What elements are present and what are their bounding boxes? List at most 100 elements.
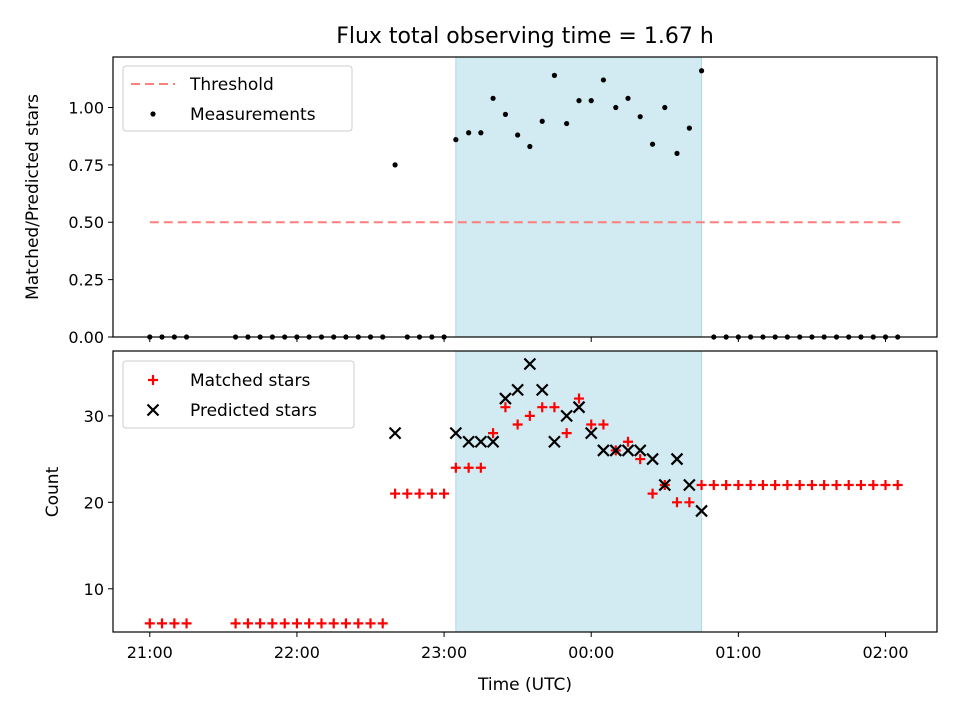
- top-plot-frame: [112, 56, 938, 338]
- measurement-point: [600, 77, 607, 83]
- top-y-tick-label: 0.75: [68, 156, 104, 175]
- matched-star-point: [390, 488, 401, 499]
- legend-predicted-swatch: [146, 403, 160, 417]
- bottom-y-tick-label: 20: [84, 493, 104, 512]
- predicted-star-point: [535, 383, 549, 397]
- matched-star-point: [524, 410, 535, 421]
- predicted-star-point: [597, 444, 610, 457]
- x-tick-label: 23:00: [421, 643, 467, 662]
- matched-star-point: [377, 618, 388, 629]
- matched-star-point: [439, 488, 450, 499]
- matched-star-point: [843, 480, 854, 491]
- legend-measurements-label: Measurements: [190, 105, 316, 125]
- predicted-star-point: [511, 383, 524, 397]
- measurement-point: [478, 130, 484, 136]
- matched-star-point: [831, 480, 842, 491]
- matched-star-point: [623, 436, 633, 447]
- matched-star-point: [353, 618, 364, 629]
- predicted-star-point: [584, 426, 598, 440]
- measurement-point: [392, 162, 398, 168]
- bottom-panel: 10 20 30 21:00 22:00 23:00 00:00 01:00 02:00 Matc…: [84, 350, 938, 662]
- top-y-tick-label: 0.00: [68, 328, 104, 347]
- measurement-point: [453, 137, 459, 143]
- predicted-star-point: [560, 409, 573, 423]
- matched-star-point: [684, 497, 695, 508]
- matched-star-point: [880, 480, 891, 491]
- legend-measurements-swatch: [150, 111, 156, 117]
- measurement-point: [490, 95, 496, 101]
- top-legend: Threshold Measurements: [122, 65, 353, 132]
- x-tick-label: 01:00: [715, 643, 761, 662]
- matched-star-point: [537, 402, 548, 413]
- predicted-star-point: [683, 478, 696, 492]
- x-tick-label: 22:00: [274, 643, 320, 662]
- measurement-point: [527, 143, 533, 150]
- top-legend-box: [122, 65, 353, 132]
- x-tick-label: 00:00: [568, 643, 614, 662]
- matched-star-point: [279, 618, 290, 629]
- measurement-point: [551, 72, 558, 78]
- matched-star-point: [635, 454, 646, 465]
- predicted-star-point: [658, 478, 672, 492]
- matched-star-point: [647, 488, 658, 499]
- predicted-star-point: [462, 435, 475, 449]
- measurement-point: [564, 120, 570, 127]
- matched-star-point: [868, 480, 879, 491]
- matched-star-point: [794, 480, 805, 491]
- matched-star-point: [426, 488, 437, 499]
- matched-star-point: [267, 618, 278, 629]
- matched-star-point: [255, 618, 266, 629]
- x-tick-label: 21:00: [127, 643, 173, 662]
- matched-star-point: [500, 402, 511, 413]
- matched-star-point: [671, 497, 682, 508]
- matched-star-point: [488, 428, 499, 439]
- predicted-star-point: [523, 357, 537, 371]
- matched-star-point: [169, 618, 180, 629]
- measurement-point: [539, 118, 545, 124]
- measurement-point: [588, 98, 594, 104]
- measurement-point: [662, 104, 668, 111]
- matched-star-point: [819, 480, 830, 491]
- matched-star-point: [156, 618, 167, 629]
- measurement-point: [674, 150, 680, 156]
- matched-star-point: [561, 428, 572, 439]
- matched-star-point: [855, 480, 866, 491]
- matched-star-point: [230, 618, 241, 629]
- top-shaded-span: [455, 56, 703, 338]
- legend-predicted-label: Predicted stars: [190, 401, 317, 421]
- matched-star-point: [291, 618, 302, 629]
- matched-star-point: [586, 419, 597, 430]
- matched-star-point: [598, 419, 609, 430]
- measurement-point: [625, 95, 631, 101]
- legend-matched-label: Matched stars: [190, 371, 310, 391]
- top-y-axis-label: Matched/Predicted stars: [23, 94, 43, 300]
- measurement-point: [466, 130, 472, 136]
- x-axis-label: Time (UTC): [477, 675, 572, 695]
- matched-star-point: [402, 488, 413, 499]
- predicted-star-point: [548, 435, 561, 449]
- matched-star-point: [328, 618, 339, 629]
- top-y-tick-label: 0.50: [68, 213, 104, 232]
- matched-star-point: [144, 618, 155, 629]
- matched-star-point: [757, 480, 768, 491]
- matched-star-point: [574, 393, 585, 404]
- matched-star-point: [414, 488, 425, 499]
- measurement-point: [698, 68, 705, 74]
- measurement-point: [649, 141, 656, 147]
- matched-star-point: [181, 618, 192, 629]
- predicted-star-point: [695, 504, 708, 518]
- matched-star-point: [549, 402, 560, 413]
- top-y-tick-label: 0.25: [68, 271, 104, 290]
- matched-star-point: [721, 480, 732, 491]
- measurement-point: [613, 104, 619, 111]
- matched-star-point: [365, 618, 376, 629]
- measurement-point: [637, 114, 643, 120]
- matched-star-point: [782, 480, 793, 491]
- predicted-star-point: [633, 444, 647, 457]
- matched-star-point: [316, 618, 327, 629]
- matched-star-point: [242, 618, 253, 629]
- bottom-shaded-span: [455, 350, 703, 633]
- predicted-star-point: [670, 452, 684, 466]
- chart-title: Flux total observing time = 1.67 h: [336, 24, 714, 49]
